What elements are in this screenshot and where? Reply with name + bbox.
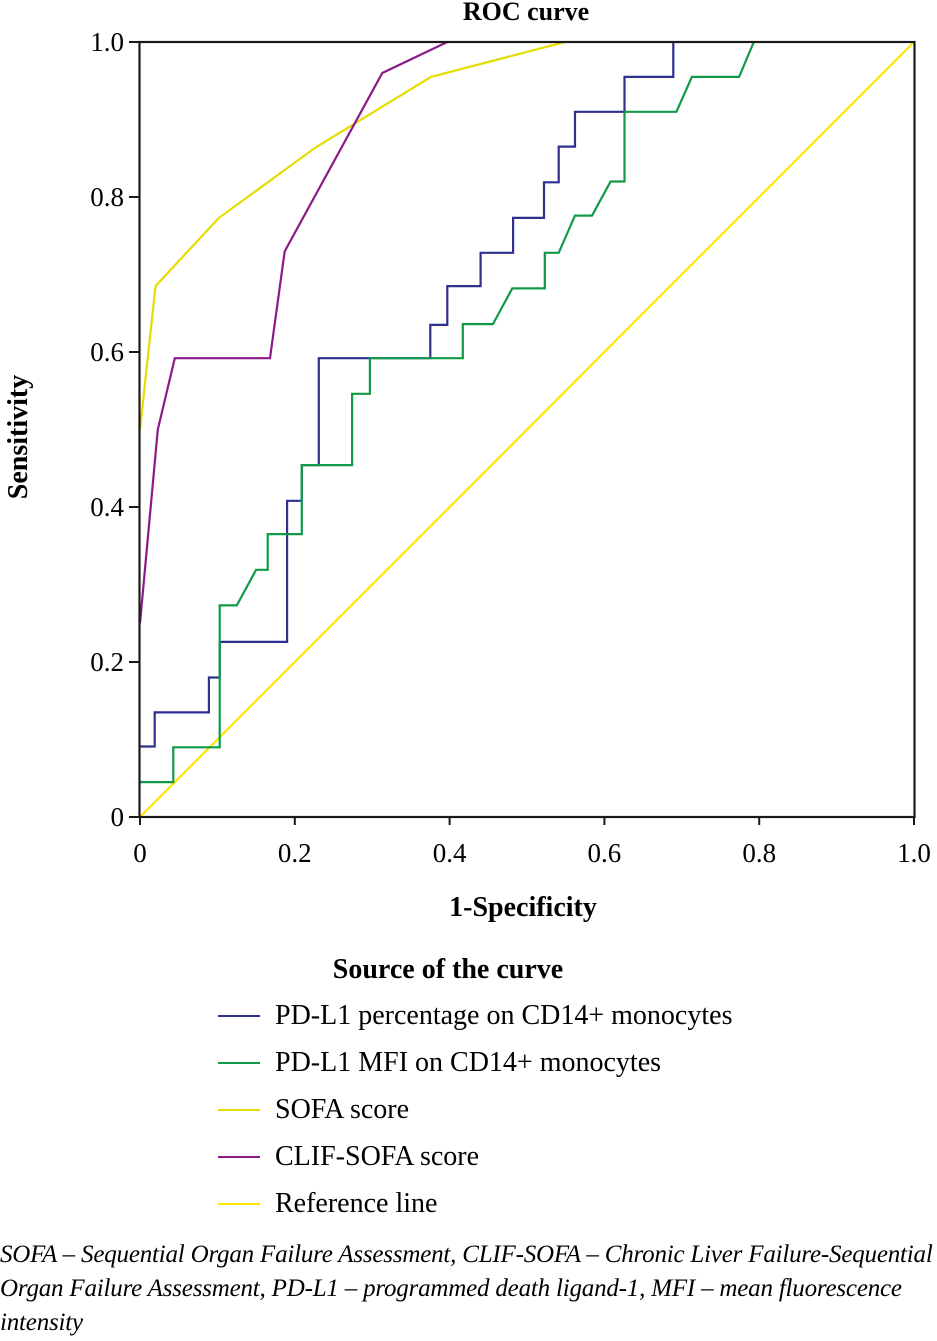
plot-frame [138, 40, 916, 819]
x-axis-title: 1-Specificity [449, 892, 597, 923]
y-tick-label: 1.0 [90, 27, 124, 57]
series-layer [138, 40, 915, 818]
roc-chart: ROC curve 0 0.2 0.4 0.6 0.8 1.0 0 0.2 0.4 0.6 0.8… [3, 0, 931, 923]
x-tick-label: 0 [133, 838, 147, 868]
legend-items: PD-L1 percentage on CD14+ monocytes PD-L1… [218, 992, 858, 1227]
x-tick-label: 0.6 [588, 838, 622, 868]
legend-item: Reference line [218, 1180, 858, 1227]
legend-title: Source of the curve [332, 954, 564, 985]
legend-swatch [218, 1155, 260, 1158]
series-line-sofa-score [138, 40, 566, 430]
legend: Source of the curve PD-L1 percentage on … [218, 948, 858, 1227]
legend-item: SOFA score [218, 1086, 858, 1133]
x-axis: 0 0.2 0.4 0.6 0.8 1.0 [133, 817, 931, 868]
y-tick-label: 0.6 [90, 337, 124, 367]
y-tick-label: 0.4 [90, 492, 124, 522]
legend-item: PD-L1 MFI on CD14+ monocytes [218, 1039, 858, 1086]
y-tick-label: 0.2 [90, 647, 124, 677]
legend-item: CLIF-SOFA score [218, 1133, 858, 1180]
figure-caption: SOFA – Sequential Organ Failure Assessme… [0, 1241, 933, 1336]
legend-swatch [218, 1108, 260, 1111]
y-axis: 0 0.2 0.4 0.6 0.8 1.0 [90, 27, 140, 832]
x-tick-label: 0.2 [278, 838, 312, 868]
legend-item: PD-L1 percentage on CD14+ monocytes [218, 992, 858, 1039]
series-line-pd-l1-mfi-on-cd14-monocytes [140, 41, 755, 784]
x-tick-label: 1.0 [897, 838, 931, 868]
legend-label: Reference line [275, 1187, 438, 1219]
legend-label: PD-L1 MFI on CD14+ monocytes [275, 1046, 662, 1078]
legend-swatch [218, 1014, 260, 1017]
y-tick-label: 0 [111, 802, 125, 832]
y-tick-label: 0.8 [90, 182, 124, 212]
legend-label: SOFA score [275, 1093, 410, 1125]
series-line-clif-sofa-score [138, 41, 448, 624]
legend-label: PD-L1 percentage on CD14+ monocytes [275, 999, 733, 1031]
legend-label: CLIF-SOFA score [275, 1140, 480, 1172]
chart-title: ROC curve [463, 0, 589, 26]
legend-swatch [218, 1061, 260, 1064]
y-axis-title: Sensitivity [3, 375, 34, 499]
legend-swatch [218, 1202, 260, 1205]
x-tick-label: 0.8 [742, 838, 776, 868]
series-line-reference-line [139, 41, 915, 818]
x-tick-label: 0.4 [433, 838, 467, 868]
